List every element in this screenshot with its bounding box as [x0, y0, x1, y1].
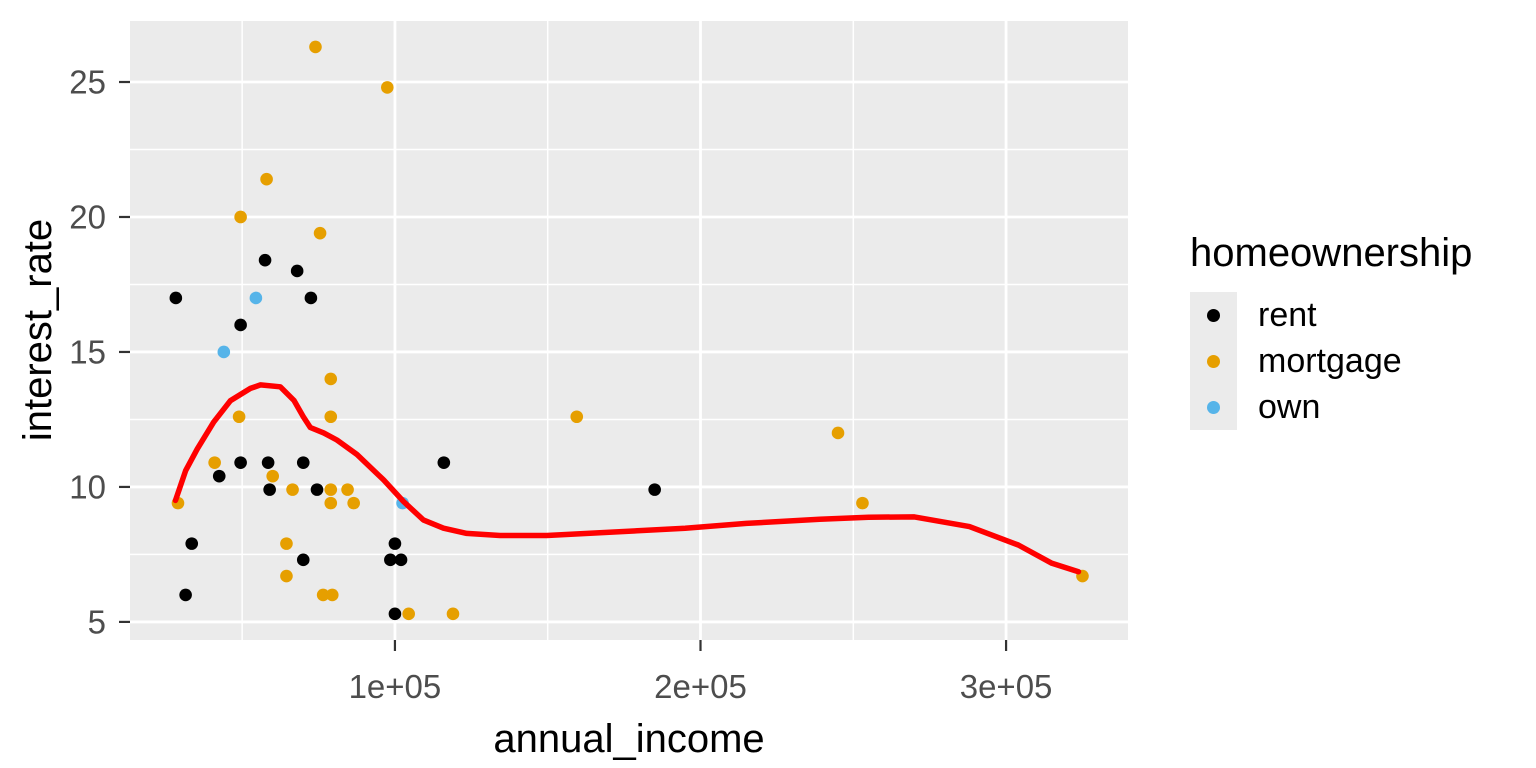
point-mortgage: [309, 40, 322, 54]
point-rent: [384, 553, 397, 567]
point-rent: [185, 537, 199, 550]
y-tick-label: 15: [69, 333, 106, 370]
point-rent: [290, 264, 304, 278]
point-own: [249, 291, 263, 305]
point-rent: [179, 588, 192, 602]
mortgage-dot-icon: [1207, 354, 1220, 368]
y-tick-label: 5: [88, 603, 106, 640]
point-mortgage: [324, 483, 338, 496]
x-tick-label: 2e+05: [654, 668, 747, 705]
point-mortgage: [266, 469, 280, 483]
legend-key-own: [1190, 384, 1237, 430]
point-rent: [394, 553, 408, 567]
point-rent: [388, 537, 402, 550]
point-rent: [258, 253, 272, 267]
y-axis-title: interest_rate: [16, 219, 60, 441]
point-mortgage: [208, 456, 221, 469]
rent-dot-icon: [1207, 308, 1220, 322]
legend-item-rent: rent: [1190, 292, 1520, 338]
point-mortgage: [313, 226, 327, 240]
point-rent: [310, 483, 324, 496]
point-mortgage: [232, 410, 246, 424]
point-mortgage: [316, 588, 330, 602]
point-mortgage: [280, 569, 293, 583]
y-tick-label: 20: [69, 198, 106, 235]
point-mortgage: [280, 537, 293, 550]
point-mortgage: [325, 588, 339, 602]
point-mortgage: [831, 426, 845, 440]
x-tick-label: 1e+05: [349, 668, 442, 705]
point-rent: [296, 553, 310, 567]
axis-ticks: [119, 80, 1008, 651]
legend-title: homeownership: [1190, 231, 1473, 275]
legend-item-mortgage: mortgage: [1190, 338, 1520, 384]
point-rent: [261, 456, 275, 469]
data-points: [169, 40, 1089, 621]
point-mortgage: [570, 410, 584, 424]
gridlines-major: [130, 21, 1128, 640]
gridlines-minor: [130, 21, 1128, 640]
point-mortgage: [856, 496, 869, 510]
point-mortgage: [341, 483, 354, 496]
point-rent: [212, 469, 226, 483]
legend-label-own: own: [1258, 387, 1321, 426]
smooth-trend-line: [172, 382, 1082, 575]
point-mortgage: [324, 496, 338, 510]
point-rent: [169, 291, 183, 305]
legend-key-rent: [1190, 292, 1237, 338]
point-rent: [234, 456, 247, 469]
point-mortgage: [347, 496, 360, 510]
y-tick-label: 10: [69, 468, 106, 505]
point-mortgage: [324, 372, 338, 386]
point-rent: [388, 607, 402, 621]
point-mortgage: [234, 210, 247, 224]
point-rent: [263, 483, 276, 496]
point-rent: [437, 456, 451, 469]
point-mortgage: [324, 410, 338, 424]
point-mortgage: [260, 172, 273, 186]
legend-label-mortgage: mortgage: [1258, 341, 1402, 380]
point-mortgage: [402, 607, 415, 621]
legend-key-mortgage: [1190, 338, 1237, 384]
legend: homeownership rent mortgage own: [1190, 231, 1520, 430]
legend-items: rent mortgage own: [1190, 292, 1520, 430]
point-rent: [648, 483, 661, 496]
x-axis-title: annual_income: [493, 717, 764, 761]
point-rent: [234, 318, 247, 332]
y-tick-labels: 5 10 15 20 25: [69, 64, 106, 641]
x-tick-label: 3e+05: [960, 668, 1053, 705]
point-mortgage: [286, 483, 299, 496]
point-rent: [304, 291, 318, 305]
plot-panel: [130, 21, 1128, 640]
x-tick-labels: 1e+05 2e+05 3e+05: [349, 668, 1053, 705]
y-tick-label: 25: [69, 64, 106, 101]
point-mortgage: [380, 81, 394, 94]
point-rent: [296, 456, 310, 469]
legend-label-rent: rent: [1258, 295, 1317, 334]
legend-item-own: own: [1190, 384, 1520, 430]
point-own: [217, 345, 231, 359]
point-mortgage: [446, 607, 460, 621]
own-dot-icon: [1207, 400, 1220, 414]
